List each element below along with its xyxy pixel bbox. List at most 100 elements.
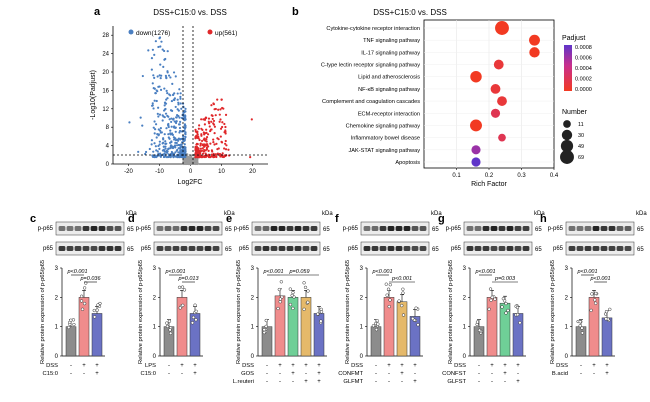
blot-frame — [153, 241, 223, 256]
volcano-point-down — [179, 138, 182, 141]
data-point — [411, 316, 415, 321]
volcano-point-down — [169, 129, 172, 132]
volcano-point-down — [148, 147, 151, 151]
blot-frame — [565, 221, 635, 236]
blot-band-label: p65 — [553, 246, 564, 252]
panel-a-y-tick-label: 16 — [102, 88, 109, 94]
data-point — [69, 318, 73, 322]
volcano-point-down — [157, 115, 160, 118]
group-mark: + — [516, 379, 520, 385]
panel-a-y-tick-label: 8 — [106, 125, 110, 131]
volcano-point-down — [151, 154, 154, 157]
bar-y-tick-label: 3 — [463, 266, 467, 272]
volcano-point-down — [153, 132, 156, 135]
volcano-point-ns — [194, 161, 198, 164]
data-point — [190, 321, 195, 325]
volcano-point-down — [153, 87, 156, 90]
blot-band — [490, 246, 498, 251]
volcano-point-down — [178, 126, 182, 130]
group-mark: - — [375, 363, 377, 369]
blot-band — [584, 226, 592, 231]
pvalue-label: p=0.003 — [494, 276, 516, 282]
volcano-point-down — [163, 104, 166, 107]
enrichment-point — [493, 59, 504, 70]
volcano-point-up — [199, 155, 202, 158]
panel-b-title: DSS+C15:0 vs. DSS — [373, 8, 447, 17]
blot-band — [188, 246, 196, 251]
blot-band — [403, 246, 411, 251]
group-mark: - — [478, 379, 480, 385]
group-mark: - — [168, 371, 170, 377]
volcano-point-up — [212, 119, 216, 123]
volcano-point-down — [169, 147, 172, 150]
volcano-point-up — [199, 147, 202, 150]
data-point — [500, 305, 504, 309]
blot-band — [474, 226, 482, 231]
bar — [512, 313, 524, 357]
volcano-point-down — [163, 49, 166, 53]
data-point — [490, 295, 494, 299]
bar-y-tick-label: 0 — [463, 354, 467, 360]
group-mark: - — [478, 371, 480, 377]
data-point — [264, 318, 268, 323]
blot-band — [262, 246, 270, 251]
volcano-point-up — [219, 118, 222, 121]
pathway-label: IL-17 signaling pathway — [361, 50, 420, 56]
data-point — [167, 319, 172, 323]
volcano-point-down — [174, 146, 177, 149]
data-point — [477, 328, 482, 332]
group-mark: - — [414, 371, 416, 377]
volcano-point-up — [217, 108, 220, 111]
volcano-point-down — [162, 145, 165, 148]
volcano-point-down — [153, 76, 156, 79]
volcano-point-down — [180, 143, 183, 146]
volcano-point-up — [209, 128, 212, 131]
bar-y-tick-label: 1 — [251, 325, 255, 331]
blot-band-label: p65 — [348, 246, 359, 252]
group-mark: + — [317, 379, 321, 385]
bar-ylabel: Relative protein expression of p-p65/p65 — [138, 260, 144, 364]
panel-f-letter: f — [335, 213, 339, 225]
data-point — [84, 281, 88, 285]
volcano-point-down — [176, 98, 179, 101]
volcano-point-down — [168, 118, 171, 121]
volcano-point-up — [194, 137, 197, 140]
panel-b-letter: b — [292, 6, 299, 18]
volcano-point-ns — [188, 162, 192, 165]
data-point — [79, 294, 84, 298]
data-point — [386, 287, 391, 291]
blot-band — [624, 226, 632, 231]
volcano-point-up — [214, 107, 217, 111]
group-mark: - — [305, 371, 307, 377]
blot-band — [482, 226, 490, 231]
group-mark: - — [279, 379, 281, 385]
blot-band-label: p65 — [239, 246, 250, 252]
data-point — [590, 292, 594, 296]
pathway-label: Chemokine signaling pathway — [346, 123, 421, 129]
blot-band-label: p65 — [451, 246, 462, 252]
volcano-point-up — [205, 155, 208, 158]
blot-band — [164, 226, 172, 231]
group-label: DSS — [242, 363, 254, 369]
volcano-point-up — [206, 143, 209, 146]
panel-a-xlabel: Log2FC — [178, 179, 203, 186]
blot-kda-value: 65 — [535, 247, 542, 253]
volcano-point-up — [205, 146, 208, 149]
group-mark: + — [387, 363, 391, 369]
bar — [65, 326, 77, 357]
group-label: DSS — [454, 363, 466, 369]
panel-a-y-tick-label: 24 — [102, 52, 109, 58]
data-point — [580, 331, 585, 335]
volcano-point-down — [152, 126, 155, 129]
volcano-point-down — [181, 134, 185, 138]
volcano-point-down — [153, 120, 156, 123]
blot-band — [592, 246, 600, 251]
group-mark: - — [168, 363, 170, 369]
volcano-point-down — [167, 136, 170, 139]
volcano-point-down — [162, 109, 166, 112]
bar-ylabel: Relative protein expression of p-p65/p65 — [345, 260, 351, 364]
group-mark: + — [503, 363, 507, 369]
pathway-label: Cytokine-cytokine receptor interaction — [326, 26, 420, 32]
bar-y-tick-label: 1 — [55, 325, 59, 331]
volcano-point-down — [183, 127, 187, 130]
